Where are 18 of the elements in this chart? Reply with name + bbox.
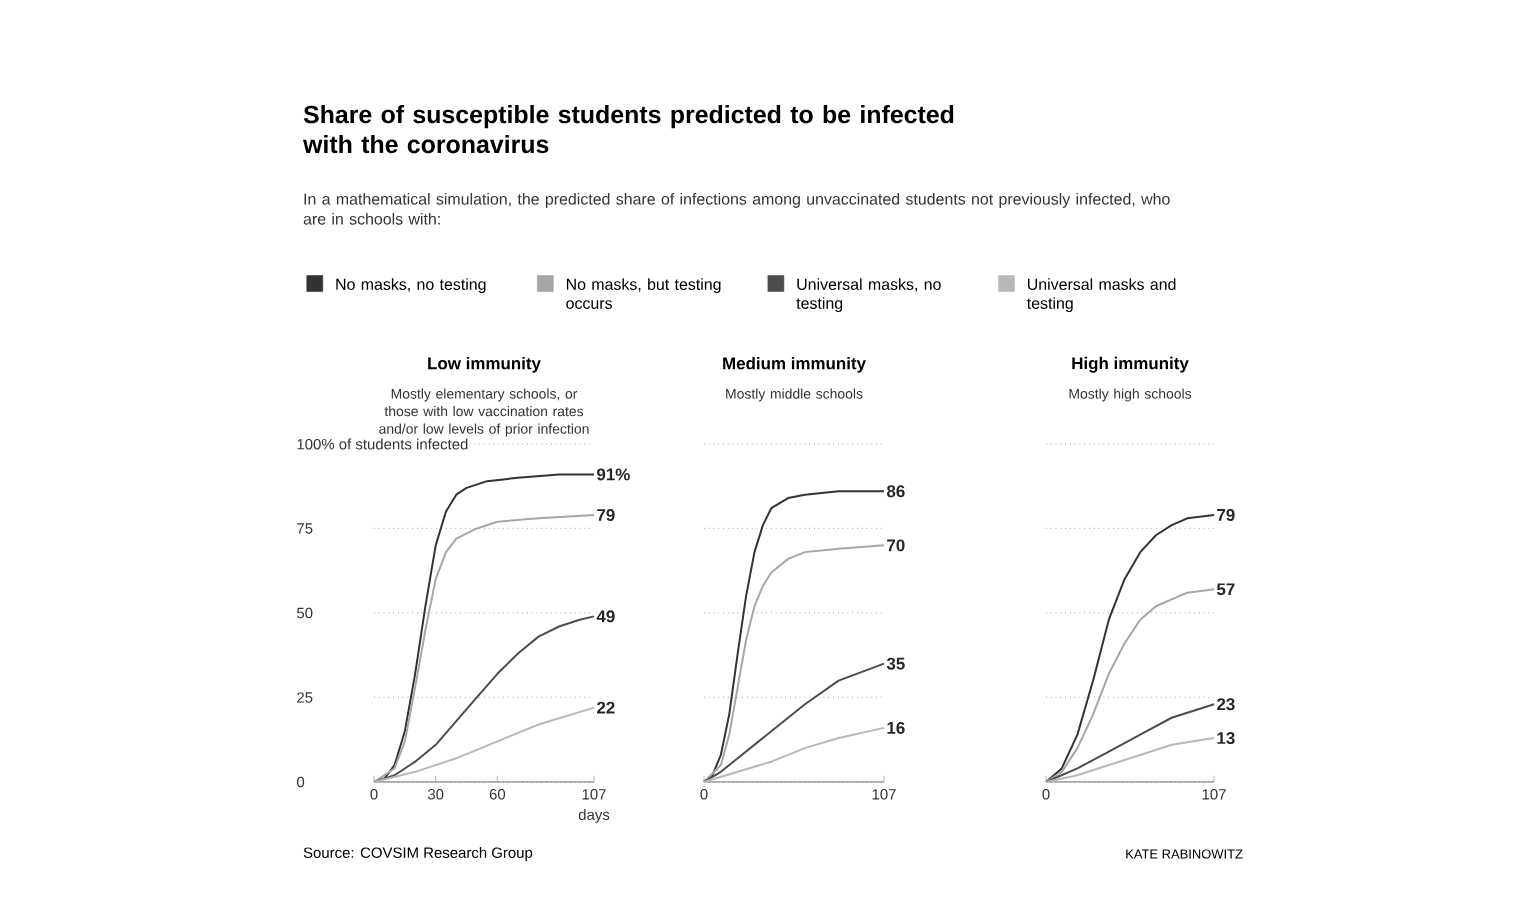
data-label: 22 (597, 701, 615, 714)
data-label: 79 (1217, 508, 1235, 521)
data-label: 23 (1217, 698, 1235, 711)
data-label: 70 (887, 539, 905, 552)
data-label: 79 (597, 508, 615, 521)
chart-title: Low immunity (428, 356, 541, 373)
line-series (373, 615, 596, 783)
data-label: 49 (596, 610, 615, 623)
data-label: 35 (886, 657, 905, 670)
chart-title: High immunity (1072, 356, 1189, 373)
data-label: 16 (887, 721, 905, 734)
chart-title: Medium immunity (723, 356, 866, 373)
line-series (373, 706, 596, 783)
data-label: 86 (886, 485, 905, 498)
data-label: 91% (597, 468, 630, 481)
text: Share of susceptible students predicted to be infected with the coronavirus (302, 105, 954, 154)
data-label: 57 (1216, 583, 1235, 596)
data-label: 13 (1217, 732, 1235, 745)
